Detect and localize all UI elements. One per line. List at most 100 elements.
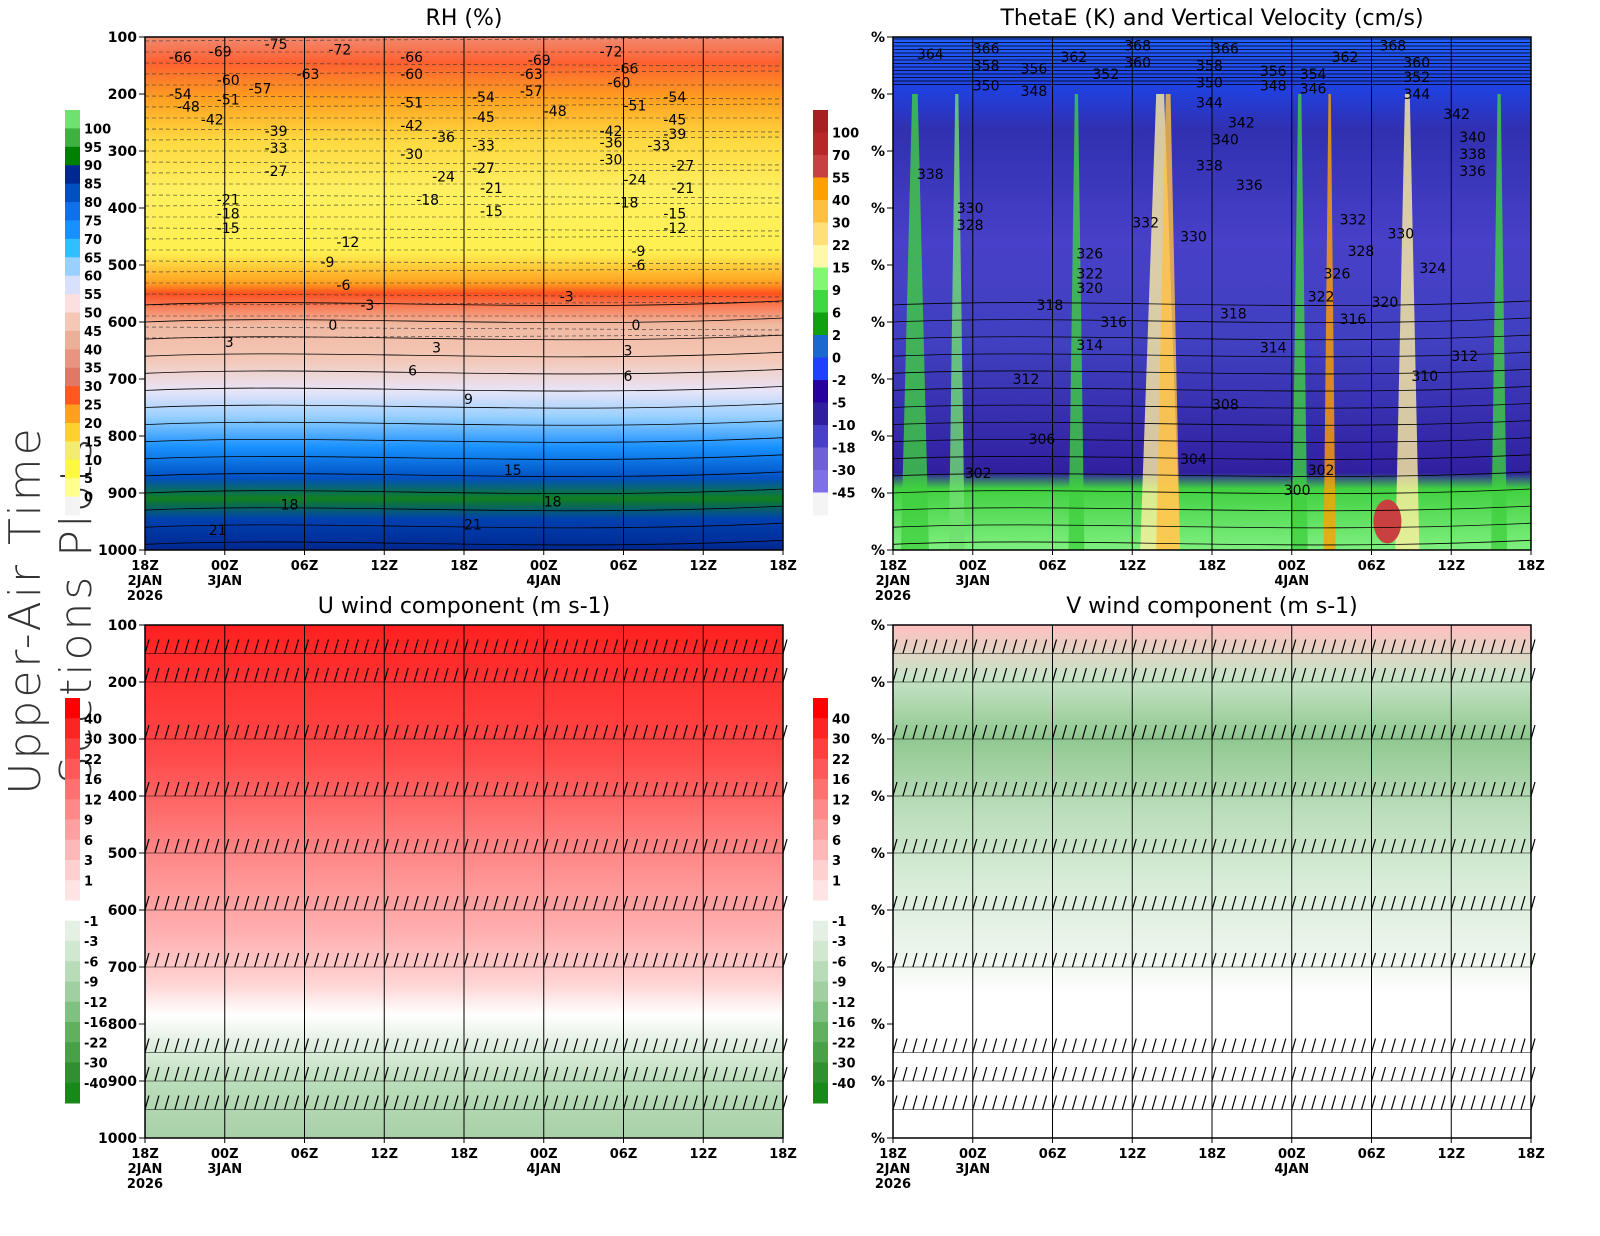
wind-barb — [942, 895, 948, 911]
colorbar-swatch — [813, 941, 828, 962]
wind-barb — [672, 639, 678, 654]
contour-label: -9 — [631, 244, 645, 260]
wind-barb — [244, 724, 250, 740]
contour-label: 348 — [1021, 84, 1048, 100]
colorbar-swatch — [813, 758, 828, 780]
wind-barb — [1191, 781, 1197, 797]
contour-label: 320 — [1372, 295, 1399, 311]
wind-barb — [254, 781, 260, 797]
y-tick-label: % — [871, 903, 885, 919]
colorbar-label: 22 — [832, 239, 850, 254]
colorbar-swatch — [65, 779, 80, 800]
wind-barb — [234, 895, 240, 911]
wind-barb — [194, 724, 200, 740]
contour-label: 18 — [544, 495, 562, 511]
wind-barb — [244, 952, 250, 968]
wind-barb — [1081, 1038, 1087, 1053]
wind-barb — [593, 781, 599, 797]
wind-barb — [732, 1038, 738, 1053]
wind-barb — [313, 1038, 320, 1053]
wind-barb — [1500, 781, 1506, 797]
wind-barb — [1211, 952, 1217, 968]
wind-barb — [642, 1038, 649, 1053]
wind-barb — [303, 667, 310, 683]
wind-barb — [234, 952, 240, 968]
wind-barb — [1281, 724, 1287, 740]
wind-barb — [1051, 1066, 1058, 1082]
wind-barb — [1131, 895, 1137, 911]
wind-barb — [244, 1066, 250, 1082]
wind-barb — [343, 781, 349, 797]
contour-label: 338 — [1459, 147, 1486, 163]
x-tick-label: 18Z — [769, 559, 797, 574]
colorbar-label: 80 — [84, 196, 102, 211]
wind-barb — [204, 838, 210, 854]
x-tick-label: 18Z — [879, 559, 907, 574]
wind-barb — [642, 952, 649, 968]
wind-barb — [1091, 838, 1097, 854]
wind-barb — [1171, 952, 1177, 968]
wind-barb — [1022, 838, 1028, 854]
wind-barb — [702, 952, 708, 968]
contour-label: 3 — [225, 335, 234, 351]
wind-barb — [483, 724, 489, 740]
wind-barb — [463, 1066, 469, 1082]
wind-barb — [1470, 838, 1476, 854]
colorbar-label: 6 — [832, 834, 841, 849]
wind-barb — [393, 724, 399, 740]
wind-barb — [972, 1066, 978, 1082]
wind-barb — [373, 639, 379, 654]
wind-barb — [184, 667, 190, 683]
temperature-contour — [144, 103, 784, 108]
vertical-velocity-region — [900, 94, 929, 550]
wind-barb — [1081, 1095, 1087, 1110]
wind-barb — [293, 639, 300, 654]
contour-line — [144, 403, 784, 409]
wind-barb — [473, 724, 479, 740]
wind-barb — [652, 1095, 658, 1110]
wind-barb — [922, 667, 928, 683]
y-tick-label: % — [871, 846, 885, 862]
wind-barb — [742, 1066, 748, 1082]
date-label: 2JAN — [128, 1162, 163, 1177]
wind-barb — [1051, 1095, 1058, 1110]
wind-barb — [952, 1066, 958, 1082]
wind-barb — [652, 895, 658, 911]
wind-barb — [1012, 1066, 1018, 1082]
colorbar-label: 12 — [84, 793, 102, 808]
wind-barb — [1350, 639, 1357, 654]
wind-barb — [622, 724, 629, 740]
wind-barb — [1281, 781, 1287, 797]
wind-barb — [1480, 1066, 1486, 1082]
wind-barb — [1380, 781, 1387, 797]
wind-barb — [1081, 724, 1087, 740]
colorbar-swatch — [813, 402, 828, 426]
colorbar-label: 12 — [832, 793, 850, 808]
wind-barb — [1450, 639, 1456, 654]
temperature-contour — [144, 136, 784, 141]
wind-barb — [682, 895, 688, 911]
wind-barb — [563, 1038, 569, 1053]
wind-barb — [1420, 1095, 1426, 1110]
date-label: 4JAN — [1274, 1162, 1309, 1177]
wind-barb — [323, 1095, 330, 1110]
wind-barb — [1171, 1066, 1177, 1082]
wind-barb — [1022, 667, 1028, 683]
wind-barb — [1500, 895, 1506, 911]
wind-barb — [722, 1066, 728, 1082]
wind-barb — [1430, 1095, 1436, 1110]
wind-barb — [632, 667, 639, 683]
colorbar-swatch — [65, 860, 80, 881]
wind-barb — [204, 952, 210, 968]
wind-barb — [1390, 639, 1397, 654]
wind-barb — [602, 667, 609, 683]
wind-barb — [1191, 1038, 1197, 1053]
colorbar-label: 100 — [84, 122, 111, 137]
wind-barb — [962, 667, 968, 683]
wind-barb — [642, 1066, 649, 1082]
wind-barb — [1420, 667, 1426, 683]
wind-barb — [1390, 1066, 1397, 1082]
x-tick-label: 00Z — [959, 1147, 987, 1162]
wind-barb — [293, 724, 300, 740]
